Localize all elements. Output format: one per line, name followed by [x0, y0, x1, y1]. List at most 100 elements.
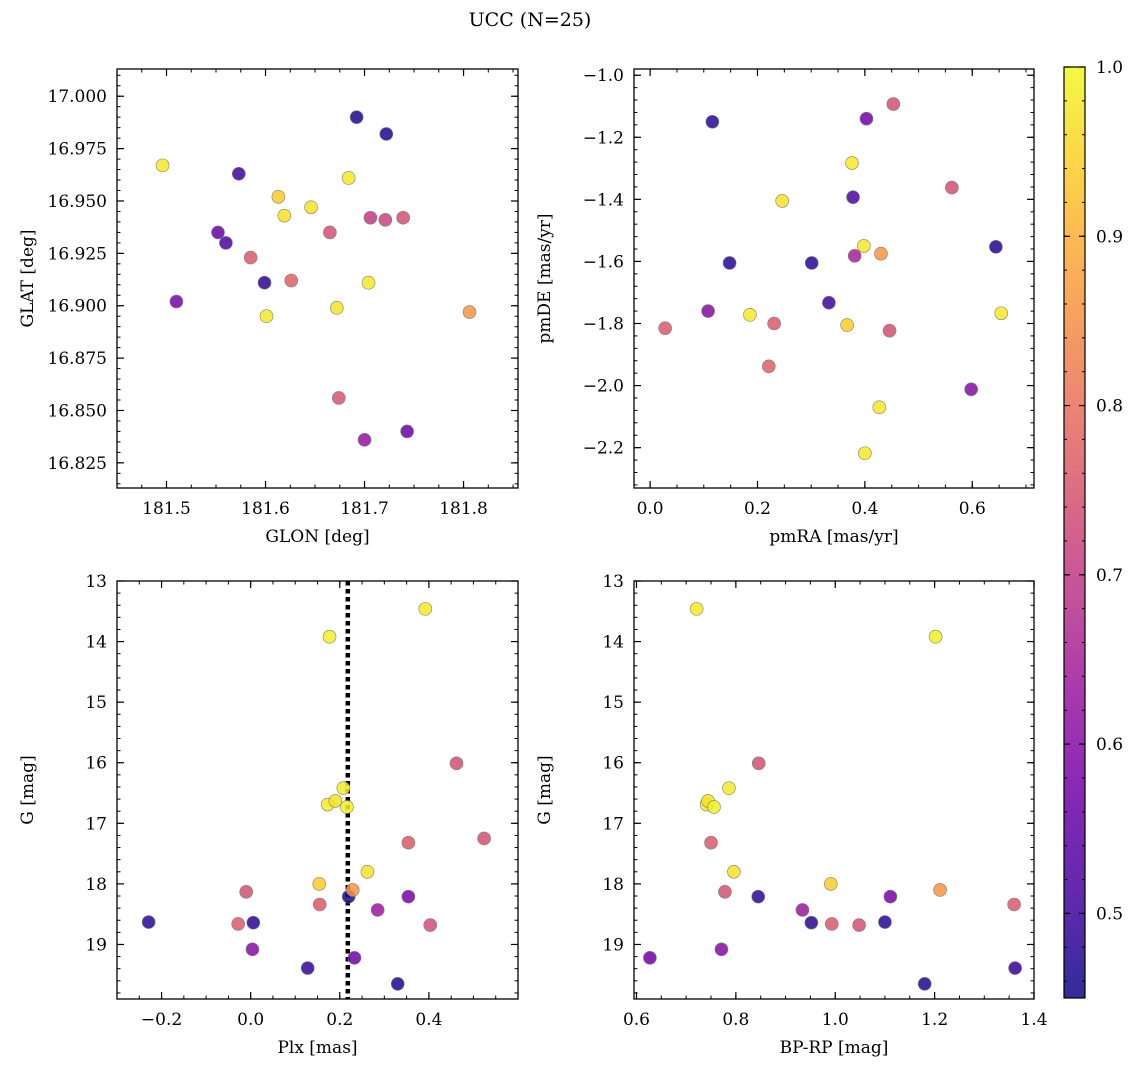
x-tick-label: 0.2 [326, 1010, 353, 1030]
subplots: 181.5 181.6 181.7 181.8 16.825 16.850 16.875 16… [18, 66, 1048, 1058]
scatter-point [743, 308, 757, 322]
scatter-point [714, 942, 729, 957]
x-tick-label: 181.5 [142, 499, 191, 519]
scatter-point [882, 323, 897, 338]
scatter-point [340, 800, 354, 814]
y-tick-label: 13 [85, 572, 107, 592]
scatter-point [856, 239, 871, 253]
scatter-point [347, 951, 362, 965]
x-tick-label: 0.2 [744, 499, 771, 519]
x-tick-label: 1.2 [921, 1010, 948, 1030]
scatter-point [400, 424, 414, 439]
scatter-point [336, 781, 351, 795]
scatter-point [701, 304, 715, 318]
scatter-point [462, 305, 477, 319]
scatter-point [379, 127, 394, 141]
scatter-point [304, 200, 318, 215]
y-tick-label: −1.6 [583, 252, 624, 272]
axes-frame [633, 580, 1035, 1000]
scatter-point [933, 883, 947, 897]
scatter-point [886, 97, 901, 111]
scatter-point [246, 915, 261, 930]
y-tick-label: 17 [85, 814, 107, 834]
y-tick-label: −2.2 [583, 439, 624, 459]
y-axis-label: pmDE [mas/yr] [535, 213, 555, 343]
y-tick-label: 18 [602, 875, 624, 895]
scatter-point [823, 877, 838, 891]
x-axis-label: pmRA [mas/yr] [769, 527, 898, 547]
x-tick-label: 0.6 [623, 1010, 650, 1030]
scatter-point [378, 213, 393, 227]
figure-title: UCC (N=25) [469, 9, 592, 31]
scatter-point [761, 359, 776, 374]
scatter-point [361, 275, 376, 290]
scatter-point [852, 918, 866, 932]
scatter-point [418, 602, 433, 616]
y-tick-label: 14 [602, 633, 624, 653]
y-tick-label: −1.2 [583, 128, 624, 148]
scatter-point [259, 309, 274, 324]
colorbar-gradient [1063, 66, 1086, 999]
scatter-point [449, 756, 464, 771]
scatter-point [858, 446, 872, 461]
scatter-point [705, 114, 720, 129]
subplot-3: −0.2 0.0 0.2 0.4 13 14 15 16 17 18 19 Plx [mas] G [m… [18, 572, 519, 1058]
scatter-point [840, 318, 854, 332]
scatter-point [722, 256, 737, 270]
axes-frame [116, 68, 519, 489]
scatter-point [155, 158, 170, 173]
colorbar-tick-label: 0.6 [1096, 735, 1123, 755]
y-tick-label: 17 [602, 814, 624, 834]
colorbar-tick-label: 1.0 [1096, 58, 1123, 78]
scatter-point [284, 273, 299, 288]
scatter-point [323, 225, 337, 240]
y-tick-label: 16.975 [48, 140, 107, 160]
scatter-point [822, 295, 836, 310]
scatter-point [312, 897, 327, 912]
scatter-point [300, 961, 315, 975]
scatter-point [917, 977, 932, 991]
y-tick-label: 16.825 [48, 454, 107, 474]
subplot-1: 181.5 181.6 181.7 181.8 16.825 16.850 16.875 16… [18, 68, 519, 547]
scatter-point [1008, 961, 1022, 975]
scatter-point [767, 316, 781, 331]
scatter-point [945, 180, 959, 195]
scatter-point [643, 951, 657, 965]
scatter-point [396, 210, 410, 225]
scatter-point [658, 321, 672, 335]
colorbar-tick-label: 0.9 [1096, 227, 1123, 247]
scatter-point [804, 256, 819, 270]
scatter-point [239, 884, 254, 899]
y-tick-label: 16 [85, 754, 107, 774]
colorbar: 0.5 0.6 0.7 0.8 0.9 1.0 [1063, 58, 1123, 999]
scatter-point [277, 208, 292, 223]
x-tick-label: 0.4 [415, 1010, 442, 1030]
y-tick-label: 14 [85, 633, 107, 653]
scatter-point [219, 236, 233, 250]
scatter-point [349, 110, 364, 124]
x-tick-label: 181.6 [241, 499, 290, 519]
y-tick-label: 16.850 [48, 401, 107, 421]
x-tick-label: 181.8 [439, 499, 488, 519]
scatter-point [727, 864, 741, 879]
y-tick-label: −1.8 [583, 315, 624, 335]
y-tick-label: 16.925 [48, 244, 107, 264]
scatter-point [804, 915, 819, 930]
scatter-point [846, 190, 860, 204]
axes-frame [116, 580, 519, 1000]
y-tick-label: 16 [602, 754, 624, 774]
scatter-point [964, 382, 978, 397]
scatter-point [423, 918, 438, 932]
scatter-point [401, 835, 416, 850]
scatter-point [775, 194, 789, 208]
y-tick-label: −1.0 [583, 66, 624, 86]
scatter-point [1007, 897, 1021, 912]
x-tick-label: 181.7 [340, 499, 389, 519]
x-axis-label: BP-RP [mag] [780, 1038, 889, 1058]
scatter-point [751, 756, 766, 771]
scatter-point [718, 884, 732, 899]
scatter-point [477, 831, 491, 846]
scatter-point [169, 294, 184, 309]
x-tick-label: −0.2 [141, 1010, 182, 1030]
